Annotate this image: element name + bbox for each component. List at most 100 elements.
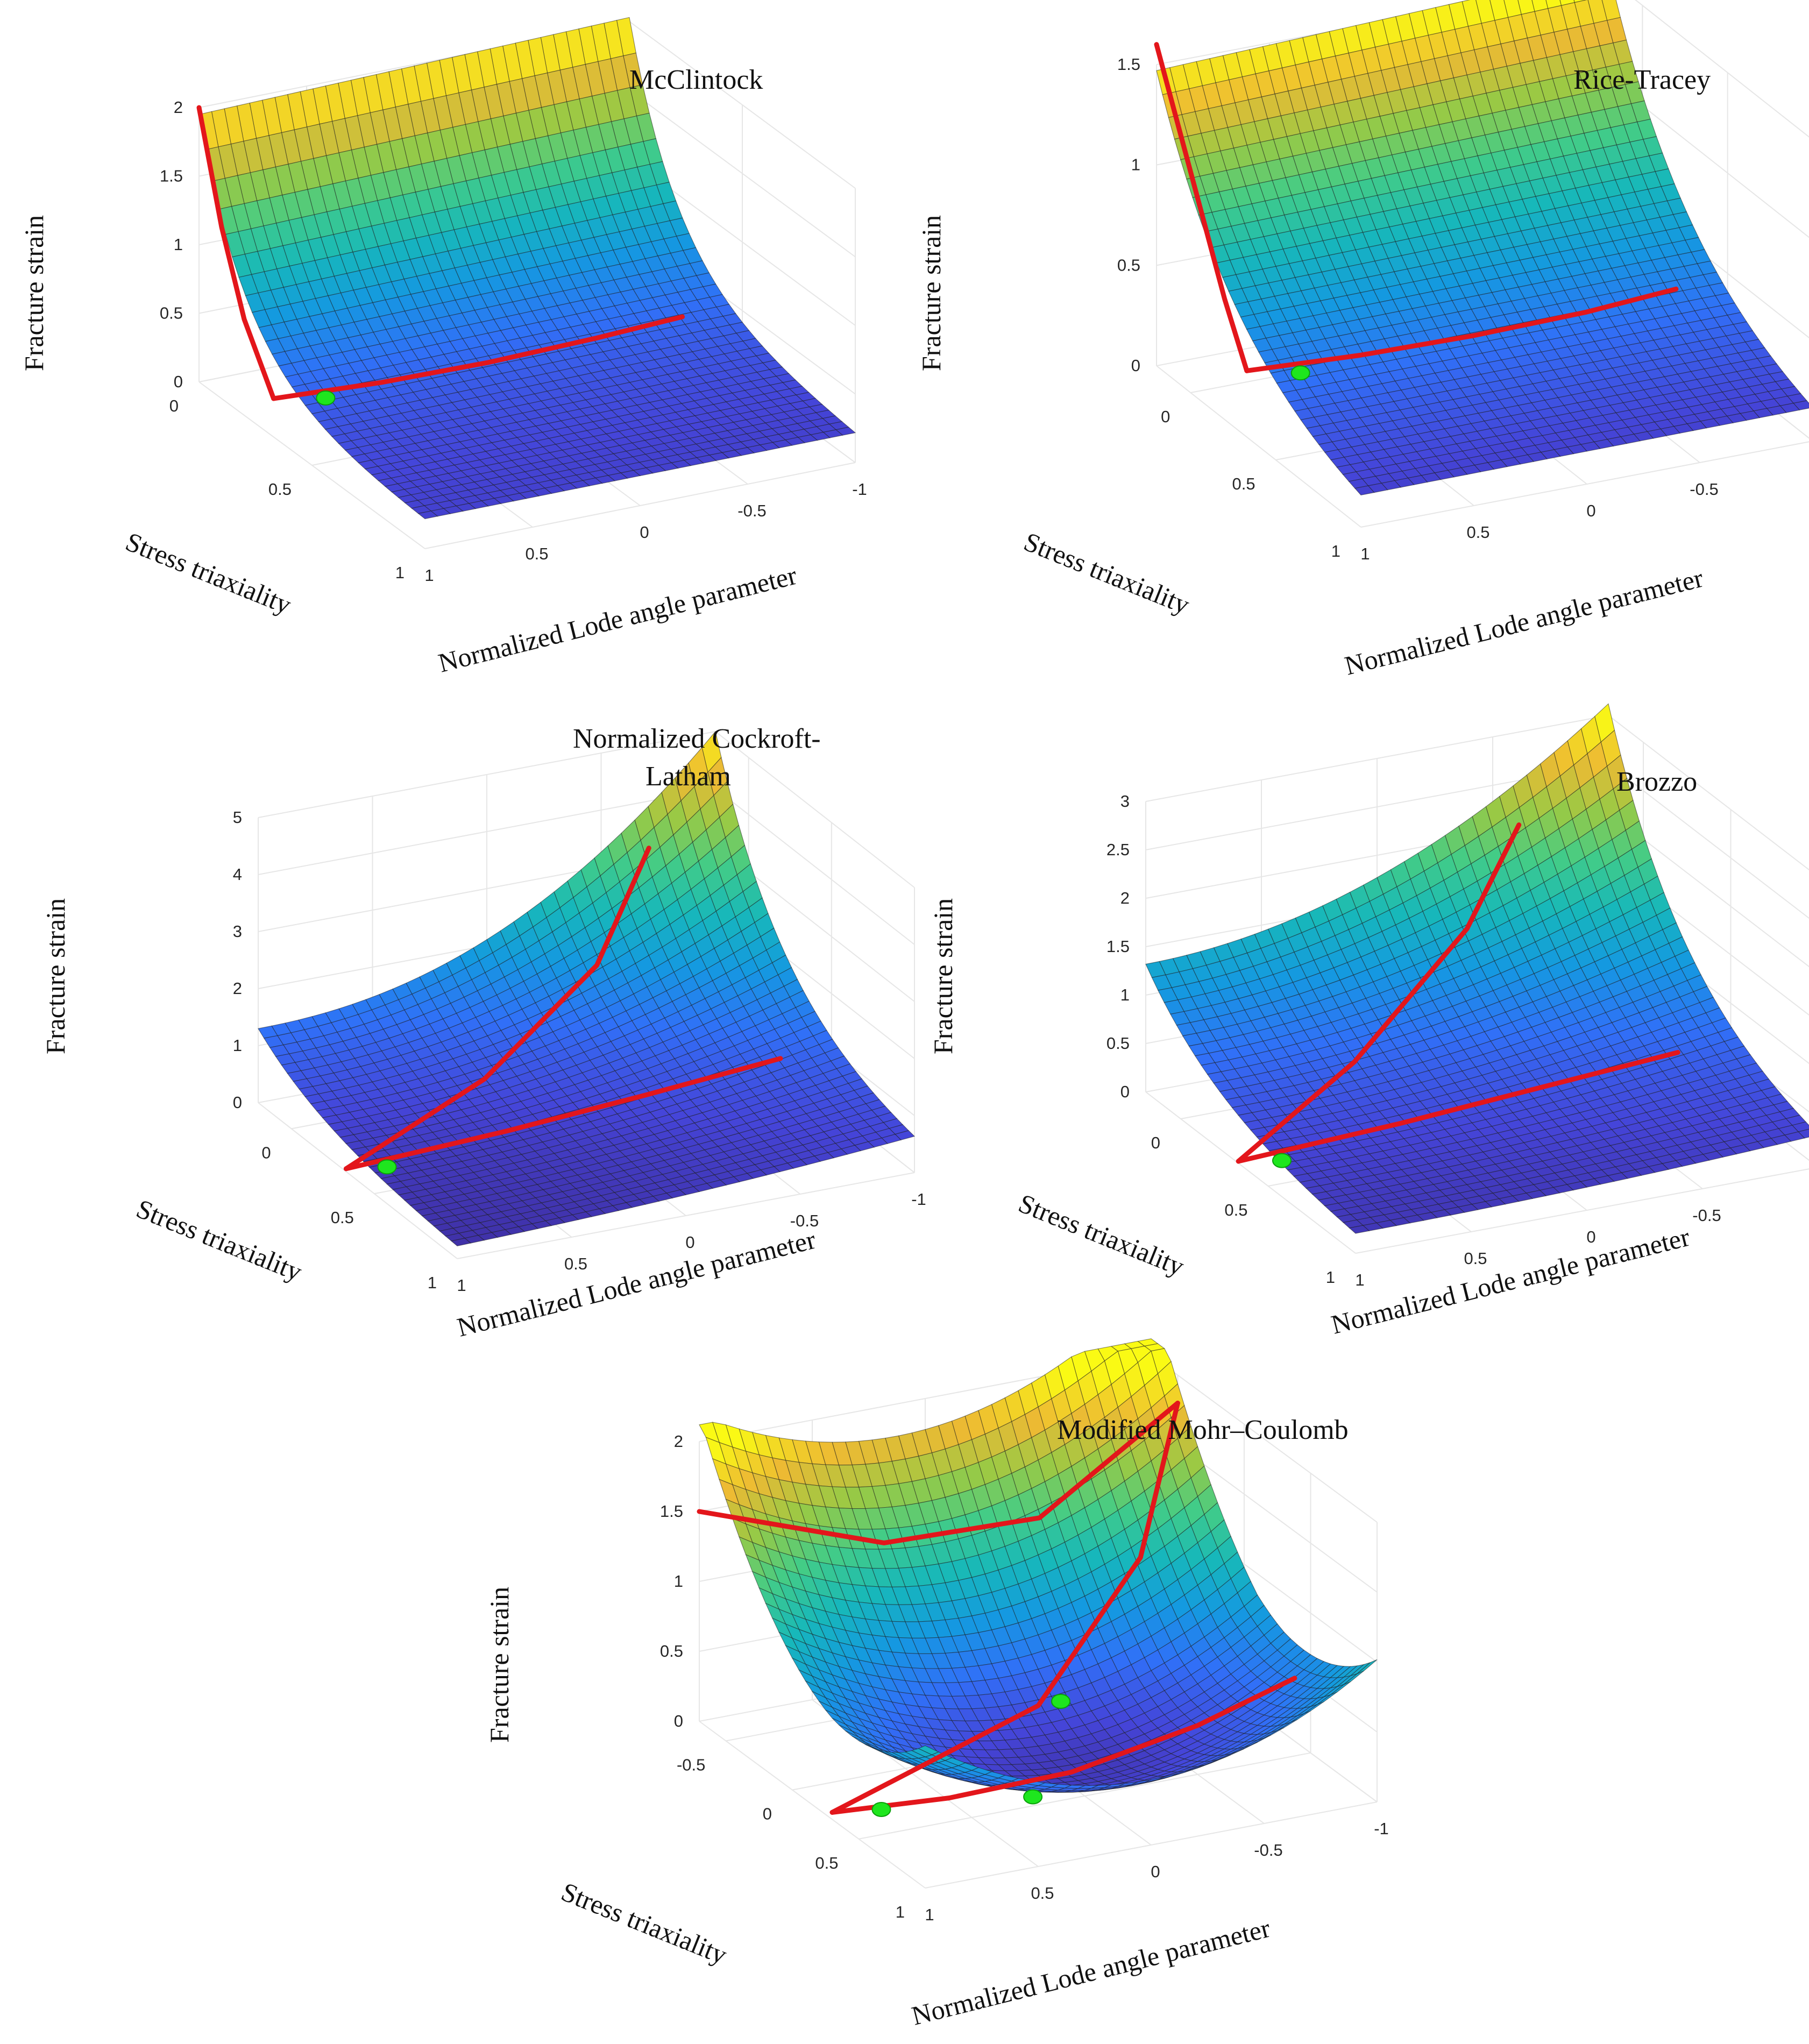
- y-tick-label: 0: [1586, 501, 1595, 520]
- z-tick-label: 2: [174, 98, 183, 117]
- y-axis-label: Normalized Lode angle parameter: [435, 560, 800, 678]
- x-tick-label: 0.5: [331, 1208, 354, 1227]
- x-tick-label: 0.5: [1232, 474, 1255, 493]
- y-tick-label: -1: [852, 480, 867, 499]
- z-tick-label: 2: [233, 979, 242, 998]
- z-axis-label: Fracture strain: [40, 898, 70, 1054]
- y-tick-label: 0: [640, 523, 649, 542]
- chart-title: McClintock: [629, 65, 763, 95]
- x-tick-label: 1: [395, 563, 405, 582]
- chart-title-line-1: Normalized Cockroft-: [573, 723, 821, 754]
- x-axis-label: Stress triaxiality: [1015, 1188, 1189, 1281]
- grid-line: [1156, 0, 1809, 138]
- x-tick-label: 0: [169, 396, 179, 415]
- calibration-point: [1272, 1153, 1292, 1168]
- z-tick-label: 1: [233, 1036, 242, 1055]
- y-tick-label: -1: [911, 1190, 926, 1209]
- x-tick-label: 1: [1326, 1268, 1335, 1287]
- grid-line: [1360, 441, 1809, 528]
- z-tick-label: 0.5: [1106, 1034, 1130, 1053]
- z-axis-label: Fracture strain: [928, 898, 958, 1054]
- calibration-point: [316, 390, 336, 406]
- z-tick-label: 2: [1120, 889, 1130, 907]
- y-tick-label: 0: [1586, 1227, 1595, 1246]
- y-tick-label: 1: [457, 1276, 466, 1295]
- panel-brozzo: 0 0.5 1 1.5 2 2.5 3 0 0.5 1 1 0.5 0 -0.5 -1 Brozzo Fra…: [904, 699, 1809, 1372]
- y-tick-label: 1: [1355, 1271, 1364, 1289]
- calibration-point: [377, 1159, 397, 1175]
- surface-patch: [1349, 1225, 1370, 1234]
- x-tick-label: 0.5: [1224, 1201, 1247, 1219]
- y-tick-label: -0.5: [737, 501, 766, 520]
- z-tick-label: 1: [174, 235, 183, 254]
- surface-patch: [1354, 485, 1375, 495]
- z-tick-label: 0: [1120, 1082, 1130, 1101]
- y-tick-label: 0.5: [525, 544, 548, 563]
- z-tick-label: 2.5: [1106, 840, 1130, 859]
- z-axis-label: Fracture strain: [916, 215, 946, 371]
- z-tick-label: 1.5: [1106, 937, 1130, 956]
- x-tick-label: 0.5: [268, 480, 292, 499]
- panel-cockroft-latham: 0 1 2 3 4 5 0 0.5 1 1 0.5 0 -0.5 -1 Normalized Cockro…: [0, 699, 926, 1372]
- chart-svg: 0 1 2 3 4 5 0 0.5 1 1 0.5 0 -0.5 -1 Normalized Cockro…: [40, 723, 926, 1343]
- x-axis-label: Stress triaxiality: [132, 1193, 307, 1287]
- y-tick-label: -0.5: [1690, 480, 1718, 499]
- z-tick-label: 5: [233, 808, 242, 827]
- z-tick-label: 0.5: [1117, 256, 1140, 274]
- y-tick-label: -0.5: [1692, 1206, 1721, 1225]
- chart-title: Brozzo: [1616, 767, 1697, 797]
- grid-line: [859, 1752, 1311, 1840]
- z-tick-label: 1: [1120, 985, 1130, 1004]
- z-tick-label: 1.5: [1117, 55, 1140, 74]
- grid-line: [1156, 365, 1361, 528]
- x-tick-label: 1: [428, 1273, 437, 1292]
- fracture-curve: [196, 105, 276, 401]
- x-tick-label: 1: [1331, 542, 1340, 560]
- panel-modified-mohr-coulomb: 0 0.5 1 1.5 2 -0.5 0 0.5 1 1 0.5 0 -0.5 -1 Modified M…: [452, 1338, 1389, 2044]
- surface-patch: [450, 1238, 472, 1246]
- fracture-curve: [1236, 822, 1522, 1164]
- grid-line: [457, 1172, 915, 1259]
- fracture-curve: [1154, 42, 1250, 373]
- z-tick-label: 3: [233, 922, 242, 941]
- panel-mcclintock: 0 0.5 1 1.5 2 0 0.5 1 1 0.5 0 -0.5 -1 McClintock Fra…: [0, 0, 909, 689]
- fracture-curve: [1244, 286, 1679, 373]
- z-tick-label: 0: [233, 1093, 242, 1112]
- grid-line: [699, 1721, 926, 1889]
- grid-line: [925, 1801, 1378, 1889]
- x-tick-label: 0: [1151, 1133, 1160, 1152]
- grid-line: [1355, 1168, 1809, 1254]
- y-tick-label: 0.5: [1464, 1249, 1487, 1268]
- grid-line: [424, 462, 856, 549]
- calibration-point: [1290, 365, 1310, 381]
- y-axis-label: Normalized Lode angle parameter: [1342, 563, 1706, 681]
- fracture-curve: [271, 314, 685, 401]
- z-tick-label: 0: [174, 372, 183, 391]
- x-tick-label: 0: [261, 1143, 271, 1162]
- z-tick-label: 1: [1131, 155, 1140, 174]
- z-tick-label: 1.5: [160, 167, 183, 186]
- y-tick-label: 0: [685, 1233, 694, 1252]
- fracture-curve: [343, 846, 651, 1172]
- y-tick-label: -0.5: [790, 1211, 819, 1230]
- z-tick-label: 3: [1120, 792, 1130, 811]
- surface-patch: [417, 510, 438, 520]
- y-tick-label: 1: [424, 566, 434, 585]
- chart-svg: 00.511.52-0.500.51 10.50-0.5-1 Modified M…: [484, 1338, 1389, 2031]
- x-axis-label: Stress triaxiality: [122, 526, 296, 620]
- y-axis-label: Normalized Lode angle parameter: [1328, 1222, 1693, 1340]
- y-tick-label: 0.5: [1466, 523, 1489, 542]
- z-tick-label: 4: [233, 865, 242, 884]
- fracture-curve: [1236, 1050, 1680, 1164]
- x-axis-label: Stress triaxiality: [1020, 526, 1194, 620]
- x-tick-label: 0: [1161, 407, 1170, 426]
- y-tick-label: 0.5: [564, 1254, 587, 1273]
- z-axis-label: Fracture strain: [19, 215, 49, 371]
- y-axis-label: Normalized Lode angle parameter: [454, 1224, 819, 1343]
- fracture-curve: [343, 1056, 783, 1172]
- y-tick-label: 1: [1360, 544, 1370, 563]
